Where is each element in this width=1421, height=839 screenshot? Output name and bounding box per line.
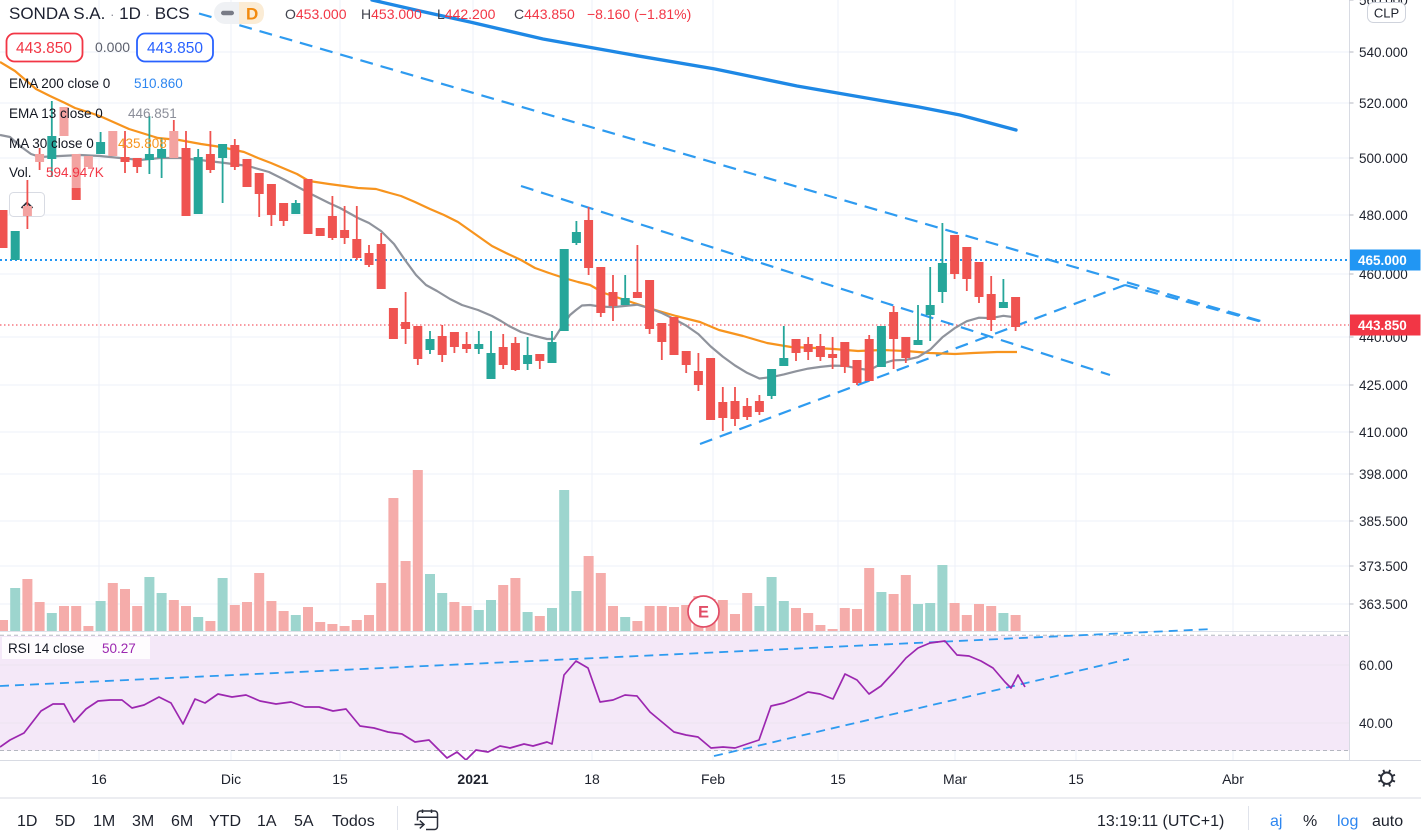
svg-text:%: %	[1303, 813, 1317, 830]
svg-text:446.851: 446.851	[128, 106, 177, 121]
svg-text:500.000: 500.000	[1359, 151, 1408, 166]
svg-text:540.000: 540.000	[1359, 45, 1408, 60]
svg-text:425.000: 425.000	[1359, 378, 1408, 393]
svg-text:RSI 14 close: RSI 14 close	[8, 641, 85, 656]
svg-text:E: E	[698, 604, 709, 622]
svg-text:EMA 200 close 0: EMA 200 close 0	[9, 76, 110, 91]
svg-text:16: 16	[91, 771, 107, 787]
svg-text:CLP: CLP	[1374, 6, 1399, 21]
svg-text:5D: 5D	[55, 813, 75, 830]
svg-text:1D: 1D	[17, 813, 37, 830]
svg-text:1A: 1A	[257, 813, 277, 830]
svg-text:Mar: Mar	[943, 771, 967, 787]
svg-text:60.00: 60.00	[1359, 658, 1393, 673]
svg-text:EMA 13 close 0: EMA 13 close 0	[9, 106, 103, 121]
svg-text:410.000: 410.000	[1359, 425, 1408, 440]
svg-text:Abr: Abr	[1222, 771, 1244, 787]
svg-text:H453.000: H453.000	[361, 6, 422, 22]
svg-text:40.00: 40.00	[1359, 716, 1393, 731]
svg-text:520.000: 520.000	[1359, 96, 1408, 111]
svg-text:Vol.: Vol.	[9, 165, 32, 180]
svg-text:5A: 5A	[294, 813, 314, 830]
svg-text:363.500: 363.500	[1359, 597, 1408, 612]
svg-text:log: log	[1337, 813, 1358, 830]
svg-text:443.850: 443.850	[16, 40, 72, 57]
svg-text:13:19:11 (UTC+1): 13:19:11 (UTC+1)	[1097, 813, 1224, 830]
svg-text:443.850: 443.850	[147, 40, 203, 57]
svg-text:SONDA S.A. · 1D · BCS: SONDA S.A. · 1D · BCS	[9, 4, 190, 23]
svg-text:50.27: 50.27	[102, 641, 136, 656]
svg-text:510.860: 510.860	[134, 76, 183, 91]
svg-text:aj: aj	[1270, 813, 1282, 830]
svg-text:15: 15	[332, 771, 348, 787]
svg-text:MA 30 close 0: MA 30 close 0	[9, 136, 94, 151]
svg-text:373.500: 373.500	[1359, 559, 1408, 574]
svg-text:−8.160 (−1.81%): −8.160 (−1.81%)	[587, 6, 691, 22]
svg-text:Feb: Feb	[701, 771, 725, 787]
svg-text:6M: 6M	[171, 813, 193, 830]
svg-text:YTD: YTD	[209, 813, 241, 830]
svg-text:398.000: 398.000	[1359, 467, 1408, 482]
svg-text:Dic: Dic	[221, 771, 241, 787]
svg-text:465.000: 465.000	[1358, 253, 1407, 268]
svg-text:15: 15	[1068, 771, 1084, 787]
svg-text:D: D	[246, 5, 258, 24]
svg-text:15: 15	[830, 771, 846, 787]
svg-text:Todos: Todos	[332, 813, 375, 830]
svg-text:3M: 3M	[132, 813, 154, 830]
svg-text:385.500: 385.500	[1359, 514, 1408, 529]
svg-text:480.000: 480.000	[1359, 208, 1408, 223]
svg-text:594.947K: 594.947K	[46, 165, 104, 180]
svg-text:2021: 2021	[457, 771, 488, 787]
svg-text:auto: auto	[1372, 813, 1403, 830]
svg-text:0.000: 0.000	[95, 39, 130, 55]
svg-text:18: 18	[584, 771, 600, 787]
svg-text:O453.000: O453.000	[285, 6, 347, 22]
svg-text:435.808: 435.808	[118, 136, 167, 151]
svg-text:1M: 1M	[93, 813, 115, 830]
svg-text:C443.850: C443.850	[514, 6, 575, 22]
svg-text:443.850: 443.850	[1358, 318, 1407, 333]
svg-text:L442.200: L442.200	[437, 6, 496, 22]
